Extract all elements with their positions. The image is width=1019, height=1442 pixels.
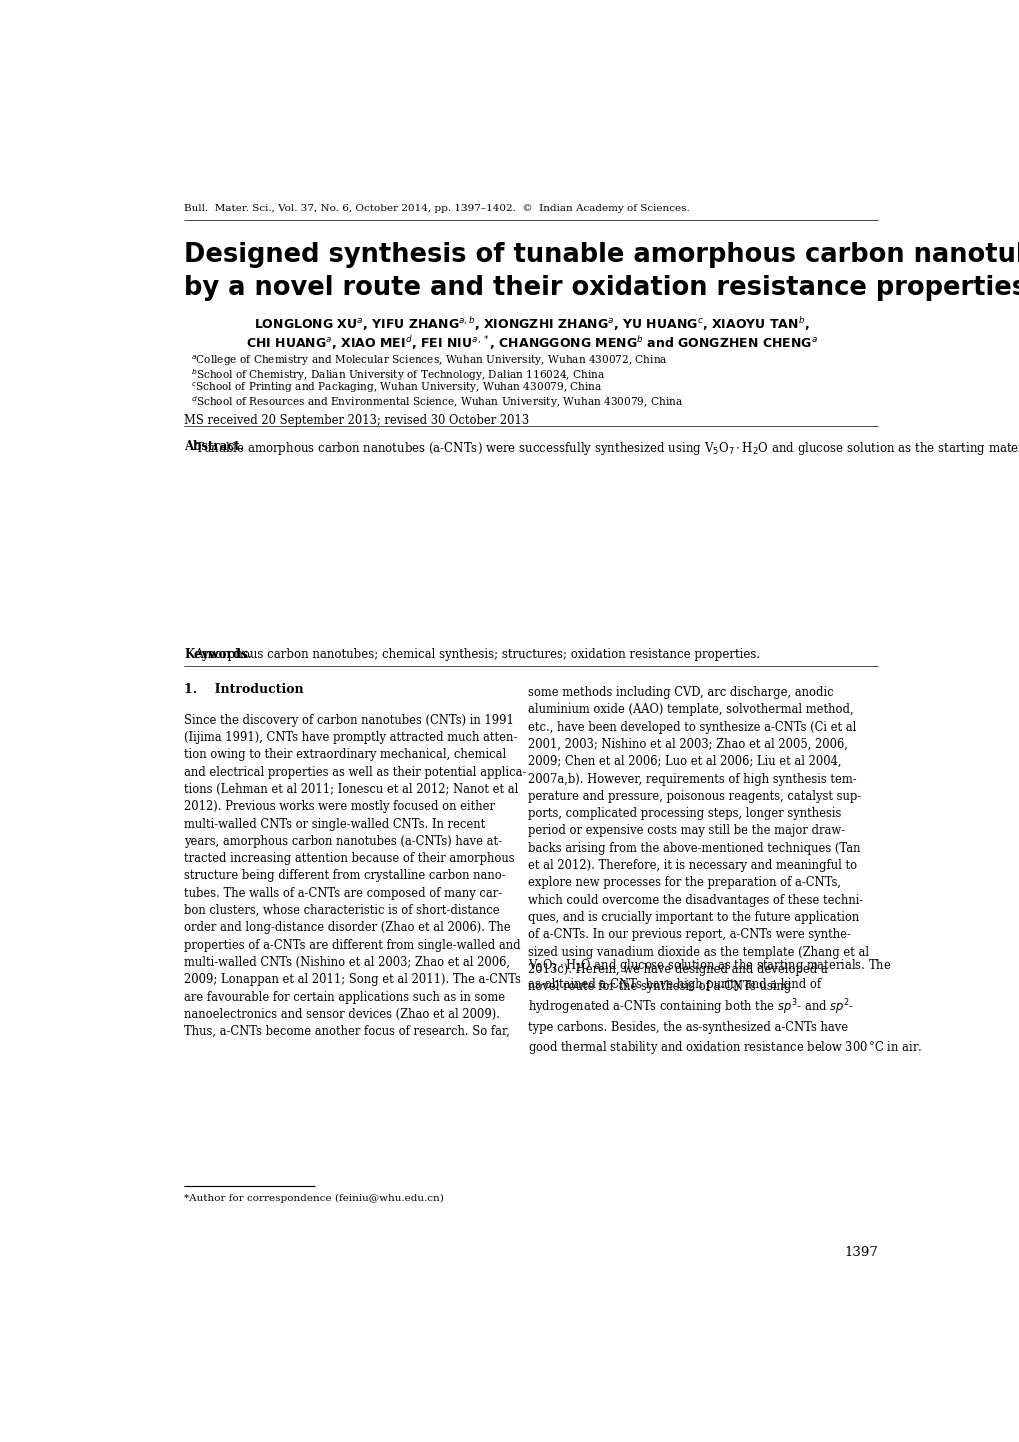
Text: some methods including CVD, arc discharge, anodic
aluminium oxide (AAO) template: some methods including CVD, arc discharg…	[528, 686, 868, 994]
Text: LONGLONG XU$^a$, YIFU ZHANG$^{a,b}$, XIONGZHI ZHANG$^a$, YU HUANG$^c$, XIAOYU TA: LONGLONG XU$^a$, YIFU ZHANG$^{a,b}$, XIO…	[254, 316, 808, 333]
Text: MS received 20 September 2013; revised 30 October 2013: MS received 20 September 2013; revised 3…	[184, 414, 529, 427]
Text: $^a$College of Chemistry and Molecular Sciences, Wuhan University, Wuhan 430072,: $^a$College of Chemistry and Molecular S…	[191, 355, 667, 368]
Text: 1397: 1397	[844, 1246, 877, 1259]
Text: CHI HUANG$^a$, XIAO MEI$^d$, FEI NIU$^{a,*}$, CHANGGONG MENG$^b$ and GONGZHEN CH: CHI HUANG$^a$, XIAO MEI$^d$, FEI NIU$^{a…	[246, 335, 816, 352]
Text: Since the discovery of carbon nanotubes (CNTs) in 1991
(Iijima 1991), CNTs have : Since the discovery of carbon nanotubes …	[184, 714, 526, 1038]
Text: Amorphous carbon nanotubes; chemical synthesis; structures; oxidation resistance: Amorphous carbon nanotubes; chemical syn…	[184, 649, 760, 662]
Text: $^d$School of Resources and Environmental Science, Wuhan University, Wuhan 43007: $^d$School of Resources and Environmenta…	[191, 394, 682, 410]
Text: 1.    Introduction: 1. Introduction	[184, 682, 304, 695]
Text: Tunable amorphous carbon nanotubes (a-CNTs) were successfully synthesized using : Tunable amorphous carbon nanotubes (a-CN…	[184, 440, 1019, 459]
Text: by a novel route and their oxidation resistance properties: by a novel route and their oxidation res…	[184, 275, 1019, 301]
Text: Keywords.: Keywords.	[184, 649, 252, 662]
Text: $^b$School of Chemistry, Dalian University of Technology, Dalian 116024, China: $^b$School of Chemistry, Dalian Universi…	[191, 368, 604, 384]
Text: $^c$School of Printing and Packaging, Wuhan University, Wuhan 430079, China: $^c$School of Printing and Packaging, Wu…	[191, 381, 602, 395]
Text: Bull.  Mater. Sci., Vol. 37, No. 6, October 2014, pp. 1397–1402.  ©  Indian Acad: Bull. Mater. Sci., Vol. 37, No. 6, Octob…	[184, 205, 690, 213]
Text: V$_5$O$_7\cdot$H$_2$O and glucose solution as the starting materials. The
as-obt: V$_5$O$_7\cdot$H$_2$O and glucose soluti…	[528, 957, 922, 1056]
Text: Abstract.: Abstract.	[184, 440, 245, 453]
Text: Designed synthesis of tunable amorphous carbon nanotubes (a-CNTs): Designed synthesis of tunable amorphous …	[184, 242, 1019, 268]
Text: *Author for correspondence (feiniu@whu.edu.cn): *Author for correspondence (feiniu@whu.e…	[184, 1194, 444, 1203]
